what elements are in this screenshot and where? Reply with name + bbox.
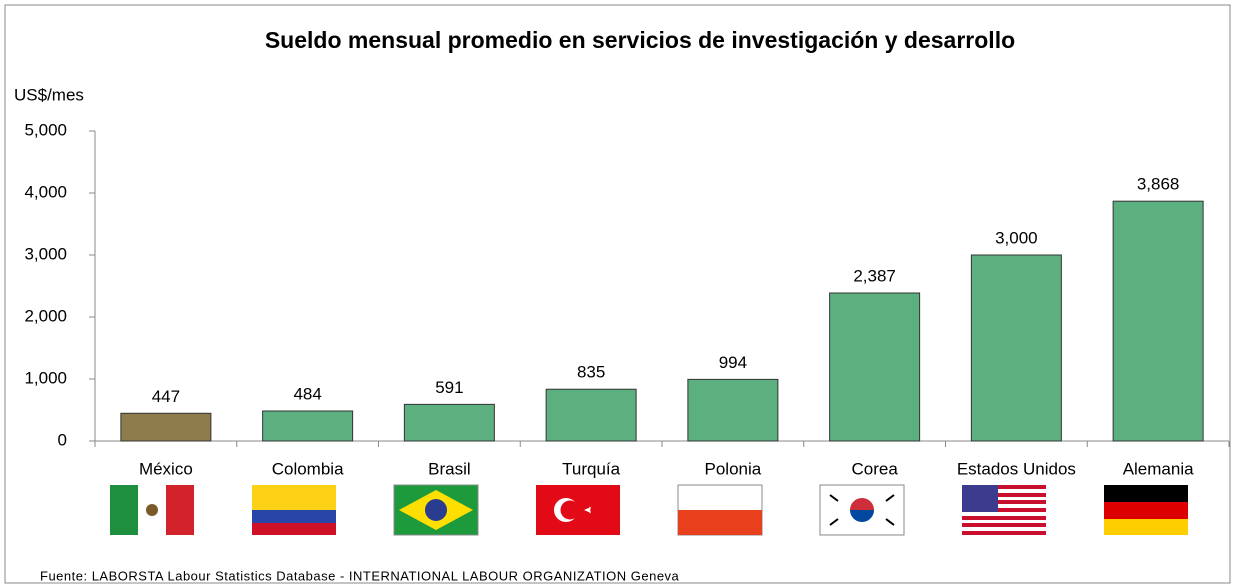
y-tick-label: 1,000 [24, 368, 67, 387]
y-tick-label: 5,000 [24, 120, 67, 139]
x-tick-label: Brasil [428, 459, 471, 478]
y-tick-label: 2,000 [24, 306, 67, 325]
flag-estados-unidos [962, 485, 1046, 535]
bar [687, 378, 779, 442]
x-tick-label: Alemania [1123, 459, 1194, 478]
flags [110, 484, 1188, 536]
bar [1112, 200, 1204, 442]
value-label: 835 [577, 363, 605, 382]
flag-polonia [677, 484, 763, 536]
x-tick-label: Polonia [705, 459, 762, 478]
flag-brasil [393, 484, 479, 536]
bar [262, 410, 354, 442]
flag-colombia [252, 485, 336, 535]
bar [970, 254, 1062, 442]
value-label: 994 [719, 353, 747, 372]
value-label: 3,000 [995, 228, 1038, 247]
flag-alemania [1104, 485, 1188, 535]
x-tick-label: Estados Unidos [957, 459, 1076, 478]
bar [120, 412, 212, 442]
value-label: 484 [293, 384, 321, 403]
bar [403, 403, 495, 442]
x-tick-label: Corea [851, 459, 898, 478]
bar [545, 388, 637, 442]
value-label: 2,387 [853, 266, 896, 285]
value-label: 3,868 [1137, 175, 1180, 194]
y-tick-label: 3,000 [24, 244, 67, 263]
value-label: 591 [435, 378, 463, 397]
value-label: 447 [152, 387, 180, 406]
chart-title: Sueldo mensual promedio en servicios de … [265, 27, 1015, 53]
x-tick-label: México [139, 459, 193, 478]
flag-mexico [110, 485, 194, 535]
source-note: Fuente: LABORSTA Labour Statistics Datab… [40, 568, 680, 583]
y-tick-label: 0 [58, 430, 67, 449]
flag-turquia [536, 485, 620, 535]
y-axis-label: US$/mes [14, 85, 84, 104]
flag-corea [819, 484, 905, 536]
y-tick-label: 4,000 [24, 182, 67, 201]
x-tick-label: Turquía [562, 459, 621, 478]
x-tick-label: Colombia [272, 459, 344, 478]
bar [829, 292, 921, 442]
